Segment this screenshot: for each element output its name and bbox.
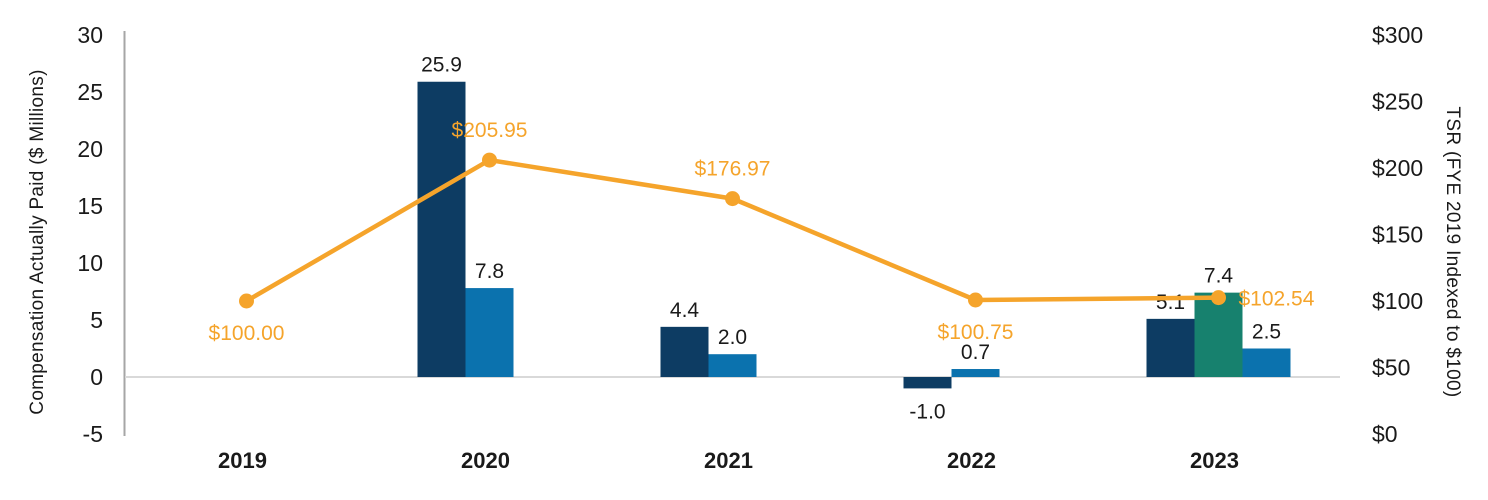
bar-value-label-cap-light-2020: 7.8 [475, 260, 504, 283]
right-tick-50: $50 [1372, 355, 1410, 381]
year-label-2019: 2019 [218, 448, 267, 473]
bar-cap-light-2023 [1242, 348, 1291, 377]
bar-value-label-cap-navy-2023: 5.1 [1156, 291, 1185, 314]
right-tick-300: $300 [1372, 22, 1423, 48]
bar-value-label-cap-light-2023: 2.5 [1252, 321, 1281, 344]
right-axis-title: TSR (FYE 2019 Indexed to $100) [1442, 106, 1463, 398]
bar-value-label-cap-navy-2020: 25.9 [421, 54, 462, 77]
bar-cap-light-2021 [708, 354, 757, 377]
tsr-point-2023 [1211, 290, 1226, 306]
right-tick-0: $0 [1372, 421, 1398, 447]
bar-value-label-cap-light-2022: 0.7 [961, 341, 990, 364]
year-label-2021: 2021 [704, 448, 753, 473]
left-tick--5: -5 [83, 421, 103, 447]
bar-cap-navy-2021 [660, 326, 709, 377]
bar-cap-light-2020 [465, 288, 514, 377]
tsr-value-label-2023: $102.54 [1239, 288, 1315, 311]
year-label-2023: 2023 [1190, 448, 1239, 473]
tsr-value-label-2021: $176.97 [695, 158, 771, 181]
bar-cap-light-2022 [951, 369, 1000, 377]
left-tick-15: 15 [77, 193, 103, 219]
bar-value-label-cap-teal-2023: 7.4 [1204, 265, 1234, 288]
right-tick-200: $200 [1372, 155, 1423, 181]
tsr-point-2020 [482, 152, 497, 168]
tsr-point-2022 [968, 292, 983, 308]
bar-value-label-cap-navy-2021: 4.4 [670, 299, 700, 322]
bar-cap-navy-2023 [1146, 318, 1195, 377]
left-tick-5: 5 [90, 307, 103, 333]
tsr-value-label-2022: $100.75 [938, 321, 1014, 344]
bar-value-label-cap-navy-2022: -1.0 [909, 400, 945, 423]
bar-value-label-cap-light-2021: 2.0 [718, 326, 747, 349]
left-tick-25: 25 [77, 79, 103, 105]
left-tick-10: 10 [77, 250, 103, 276]
bar-cap-navy-2022 [903, 377, 952, 389]
right-tick-100: $100 [1372, 288, 1423, 314]
tsr-value-label-2020: $205.95 [452, 119, 528, 142]
right-tick-150: $150 [1372, 222, 1423, 248]
tsr-value-label-2019: $100.00 [209, 322, 285, 345]
left-tick-0: 0 [90, 364, 103, 390]
tsr-point-2019 [239, 293, 254, 309]
left-axis-title: Compensation Actually Paid ($ Millions) [27, 69, 48, 415]
left-tick-20: 20 [77, 136, 103, 162]
tsr-point-2021 [725, 191, 740, 207]
left-tick-30: 30 [77, 22, 103, 48]
right-tick-250: $250 [1372, 89, 1423, 115]
bar-cap-teal-2023 [1194, 292, 1243, 377]
year-label-2020: 2020 [461, 448, 510, 473]
bar-cap-navy-2020 [417, 81, 466, 378]
tsr-line [244, 157, 1221, 304]
year-label-2022: 2022 [947, 448, 996, 473]
